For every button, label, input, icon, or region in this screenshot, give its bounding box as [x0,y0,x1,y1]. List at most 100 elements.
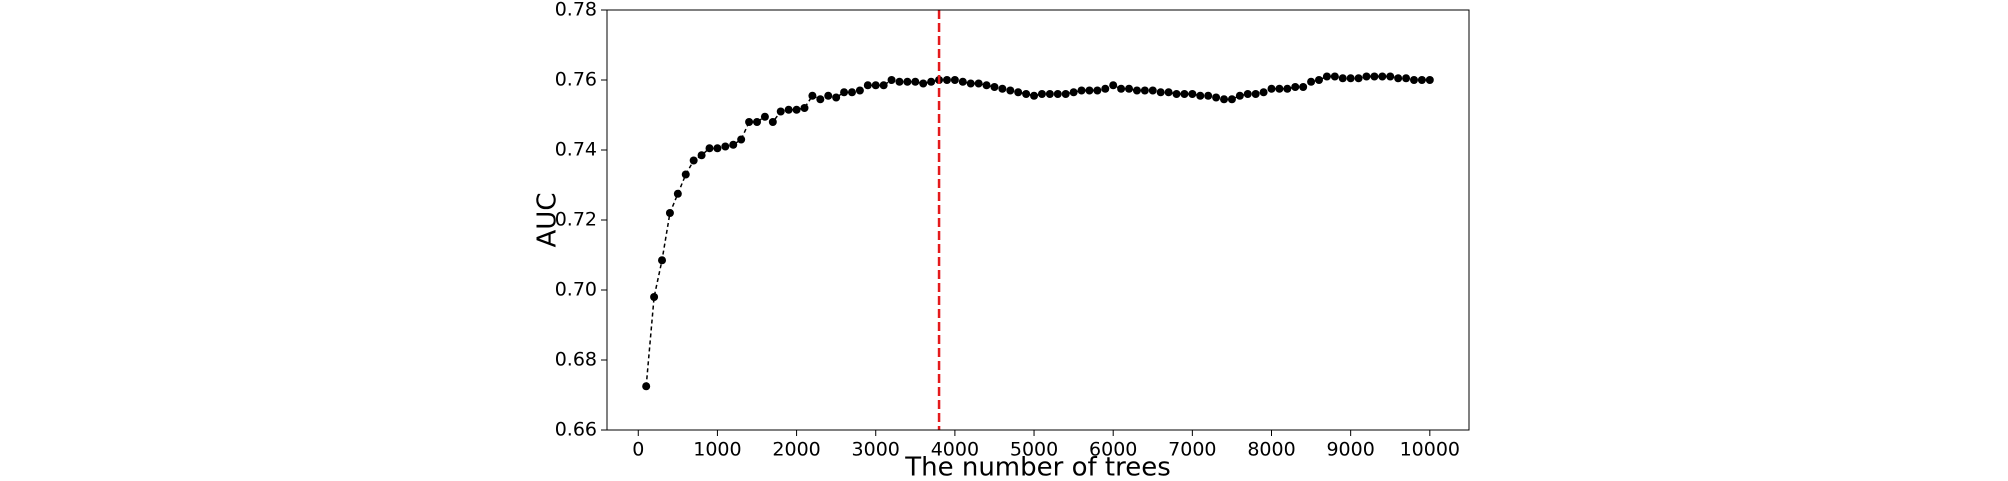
data-point [1402,74,1411,83]
data-point [840,88,849,97]
data-point [650,293,659,301]
data-point [752,118,761,126]
data-point [713,144,722,153]
data-point [816,95,825,104]
data-point [1101,84,1110,93]
data-point [737,135,746,144]
data-point [895,77,904,86]
data-point [1362,72,1371,81]
data-point [768,118,777,126]
data-point [903,77,912,86]
data-point [792,105,801,114]
y-tick-label: 0.78 [555,0,597,21]
data-point [1315,76,1324,84]
data-point [1125,84,1134,93]
data-point [1085,86,1094,95]
data-point [1148,86,1157,95]
data-point [1156,88,1165,97]
data-point [1030,91,1039,100]
data-point [942,76,951,84]
data-point [1014,88,1023,97]
data-point [721,142,730,151]
data-point [729,140,738,149]
x-tick-label: 1000 [693,439,741,461]
data-point [1037,90,1046,98]
x-tick-label: 8000 [1247,439,1295,461]
data-point [1117,84,1126,93]
data-point [1077,86,1086,95]
data-point [1045,90,1054,98]
data-point [887,76,896,84]
data-point [697,151,706,160]
y-axis-label: AUC [533,193,563,248]
data-point [658,256,667,265]
data-point [1188,90,1197,98]
data-point [681,170,690,179]
data-point [1164,88,1173,97]
x-tick-label: 6000 [1089,439,1137,461]
data-point [990,83,999,91]
data-point [1346,74,1355,83]
data-point [1006,86,1015,95]
data-point [1180,90,1189,98]
data-point [832,93,841,102]
data-point [1022,90,1031,98]
data-point [1259,88,1268,97]
x-tick-label: 0 [632,439,644,461]
data-point [1394,74,1403,83]
data-point [982,81,991,90]
data-point [824,91,833,100]
data-point [911,77,920,86]
plot-frame [606,9,1470,431]
data-point [847,88,856,97]
data-point [879,81,888,90]
y-tick-label: 0.70 [555,279,597,301]
data-point [776,107,785,116]
data-point [1204,91,1213,100]
data-point [689,156,698,165]
data-point [927,77,936,86]
data-point [1220,95,1229,104]
data-point [808,91,817,100]
data-point [665,209,674,217]
data-point [1330,72,1339,81]
data-point [871,81,880,90]
data-point [1235,91,1244,100]
data-point [784,105,793,114]
data-point [1172,90,1181,98]
x-axis-label: The number of trees [904,453,1171,481]
data-point [1053,90,1062,98]
x-tick-label: 4000 [931,439,979,461]
data-point [966,79,975,88]
data-point [1425,76,1434,84]
data-point [1093,86,1102,95]
data-point [1409,76,1418,84]
data-point [673,189,682,198]
x-tick-label: 7000 [1168,439,1216,461]
data-point [1069,88,1078,97]
data-point [998,84,1007,93]
data-point [642,382,651,391]
data-point [863,81,872,90]
data-point [1132,86,1141,95]
data-point [1307,77,1316,86]
data-point [1283,84,1292,93]
data-point [1291,83,1300,91]
y-tick-label: 0.68 [555,349,597,371]
x-tick-label: 5000 [1010,439,1058,461]
data-line [645,75,1430,387]
data-point [800,104,809,112]
x-tick-label: 3000 [852,439,900,461]
data-point [1061,90,1070,98]
y-tick-label: 0.66 [555,419,597,441]
data-point [1299,83,1308,91]
data-point [1196,91,1205,100]
data-point [950,76,959,84]
data-point [974,79,983,88]
data-point [919,79,928,88]
data-point [760,112,769,121]
data-point [1386,72,1395,81]
data-point [855,86,864,95]
x-tick-label: 2000 [772,439,820,461]
